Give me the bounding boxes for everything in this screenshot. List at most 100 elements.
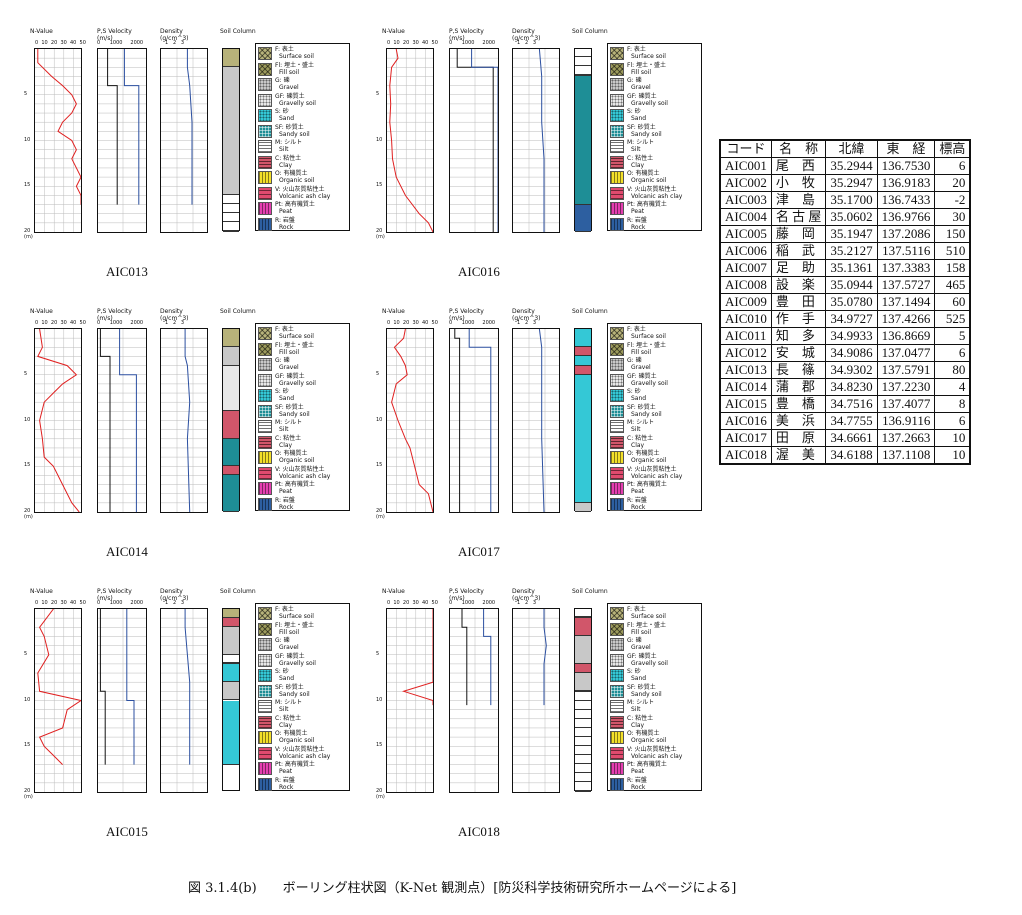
p-velocity-line <box>126 609 135 765</box>
p-velocity-line <box>123 49 140 205</box>
legend-label-en: Gravelly soil <box>631 379 668 387</box>
table-cell: AIC009 <box>719 293 772 311</box>
depth-unit-label: (m) <box>376 794 385 800</box>
density-line <box>184 329 191 512</box>
legend-swatch <box>610 715 624 729</box>
legend-item: GF: 礫質土 Gravelly soil <box>258 653 350 670</box>
depth-unit-label: (m) <box>376 514 385 520</box>
soil-column <box>222 328 240 512</box>
figure-caption: 図 3.1.4(b) ボーリング柱状図（K-Net 観測点）[防災科学技術研究所… <box>188 881 737 896</box>
table-cell: 34.6188 <box>825 446 878 465</box>
legend-label-en: Sandy soil <box>631 130 662 138</box>
table-cell: 136.9766 <box>876 208 936 226</box>
legend-item: F: 表土 Surface soil <box>610 606 702 623</box>
legend-label-jp: C: 粘性土 <box>275 154 302 162</box>
legend-label-jp: Pt: 高有機質土 <box>275 761 315 768</box>
table-cell: AIC015 <box>719 395 772 413</box>
table-cell: 137.3383 <box>876 259 936 277</box>
legend-label-jp: M: シルト <box>275 699 303 706</box>
soil-column <box>574 608 592 792</box>
legend-swatch <box>258 746 272 760</box>
legend-label-en: Organic soil <box>631 177 667 184</box>
column-header: 北緯 <box>825 139 878 158</box>
legend-label-en: Silt <box>279 706 289 713</box>
axis-tick-labels: 1 2 3 <box>165 600 185 606</box>
axis-tick-labels: 0 10 20 30 40 50 <box>387 600 438 606</box>
legend-item: G: 礫 Gravel <box>610 357 702 374</box>
table-body: AIC001 尾 西 35.2944 136.7530 6 AIC002 小 牧 35.294… <box>719 157 971 465</box>
legend-label-en: Clay <box>279 161 293 169</box>
legend-swatch <box>258 715 272 729</box>
legend-label-jp: GF: 礫質土 <box>627 92 657 100</box>
velocity-header: P,S Velocity (m/s) <box>97 588 132 602</box>
table-cell: 158 <box>934 259 971 277</box>
legend-label-jp: R: 岩盤 <box>275 216 295 224</box>
legend-swatch <box>258 93 272 107</box>
legend-item: S: 砂 Sand <box>610 108 702 125</box>
boring-log-panel: N-Value P,S Velocity (m/s) Density (g/cm^3… <box>22 28 352 303</box>
legend-item: R: 岩盤 Rock <box>610 497 702 514</box>
soil-layer <box>223 609 239 619</box>
soil-column-header: Soil Column <box>220 308 256 315</box>
legend-label-jp: V: 火山灰質粘性土 <box>627 185 677 193</box>
legend-label-jp: G: 礫 <box>627 77 642 84</box>
legend-label-jp: Fl: 埋土・盛土 <box>627 341 667 349</box>
legend-label-en: Peat <box>631 208 645 215</box>
velocity-plot <box>97 328 147 513</box>
legend-label-en: Organic soil <box>279 457 315 464</box>
site-label: AIC018 <box>458 824 500 839</box>
depth-unit-label: (m) <box>24 514 33 520</box>
soil-layer <box>223 195 239 232</box>
density-header: Density (g/cm^3) <box>160 588 189 602</box>
legend-item: Pt: 高有機質土 Peat <box>258 201 350 218</box>
legend-label-en: Surface soil <box>631 613 666 620</box>
nvalue-series-line <box>37 49 81 205</box>
legend-label-jp: GF: 礫質土 <box>275 372 305 380</box>
legend-label-jp: S: 砂 <box>275 388 289 395</box>
table-cell: 蒲 郡 <box>770 378 827 396</box>
p-velocity-line <box>471 49 498 232</box>
legend-item: G: 礫 Gravel <box>610 637 702 654</box>
table-cell: AIC017 <box>719 429 772 447</box>
table-cell: 安 城 <box>770 344 827 362</box>
table-row: AIC005 藤 岡 35.1947 137.2086 150 <box>719 225 971 243</box>
legend-item: Fl: 埋土・盛土 Fill soil <box>610 62 702 79</box>
legend-item: Pt: 高有機質土 Peat <box>258 481 350 498</box>
legend-item: Pt: 高有機質土 Peat <box>610 481 702 498</box>
density-plot <box>512 608 560 793</box>
axis-tick-labels: 1 2 3 <box>517 40 537 46</box>
legend-swatch <box>610 186 624 200</box>
table-cell: 34.7755 <box>825 412 878 430</box>
depth-tick-label: 15 <box>24 742 31 749</box>
table-cell: 35.0602 <box>825 208 878 226</box>
legend-swatch <box>258 466 272 480</box>
legend-label-en: Gravel <box>279 644 299 651</box>
velocity-header: P,S Velocity (m/s) <box>449 28 484 42</box>
legend-label-en: Peat <box>279 488 293 495</box>
table-cell: 長 篠 <box>770 361 827 379</box>
legend-swatch <box>258 653 272 667</box>
soil-layer <box>575 204 591 232</box>
legend-label-en: Sandy soil <box>631 410 662 418</box>
legend-swatch <box>610 731 624 744</box>
soil-layer <box>223 329 239 348</box>
table-cell: 137.1494 <box>876 293 936 311</box>
table-row: AIC018 渥 美 34.6188 137.1108 10 <box>719 446 971 465</box>
table-cell: AIC004 <box>719 208 772 226</box>
table-cell: 名 古 屋 <box>770 208 827 226</box>
legend-label-jp: V: 火山灰質粘性土 <box>627 465 677 473</box>
legend-label-en: Silt <box>279 146 289 153</box>
legend-label-en: Peat <box>631 768 645 775</box>
legend-label-jp: G: 礫 <box>275 357 290 364</box>
legend-label-jp: C: 粘性土 <box>627 434 654 442</box>
legend-swatch <box>258 669 272 682</box>
velocity-plot <box>449 48 499 233</box>
velocity-header: P,S Velocity (m/s) <box>97 28 132 42</box>
nvalue-series-line <box>389 49 433 232</box>
table-cell: 136.9116 <box>876 412 936 430</box>
density-line <box>186 49 193 205</box>
legend-label-jp: F: 表土 <box>627 606 646 613</box>
depth-tick-label: 5 <box>376 90 380 97</box>
